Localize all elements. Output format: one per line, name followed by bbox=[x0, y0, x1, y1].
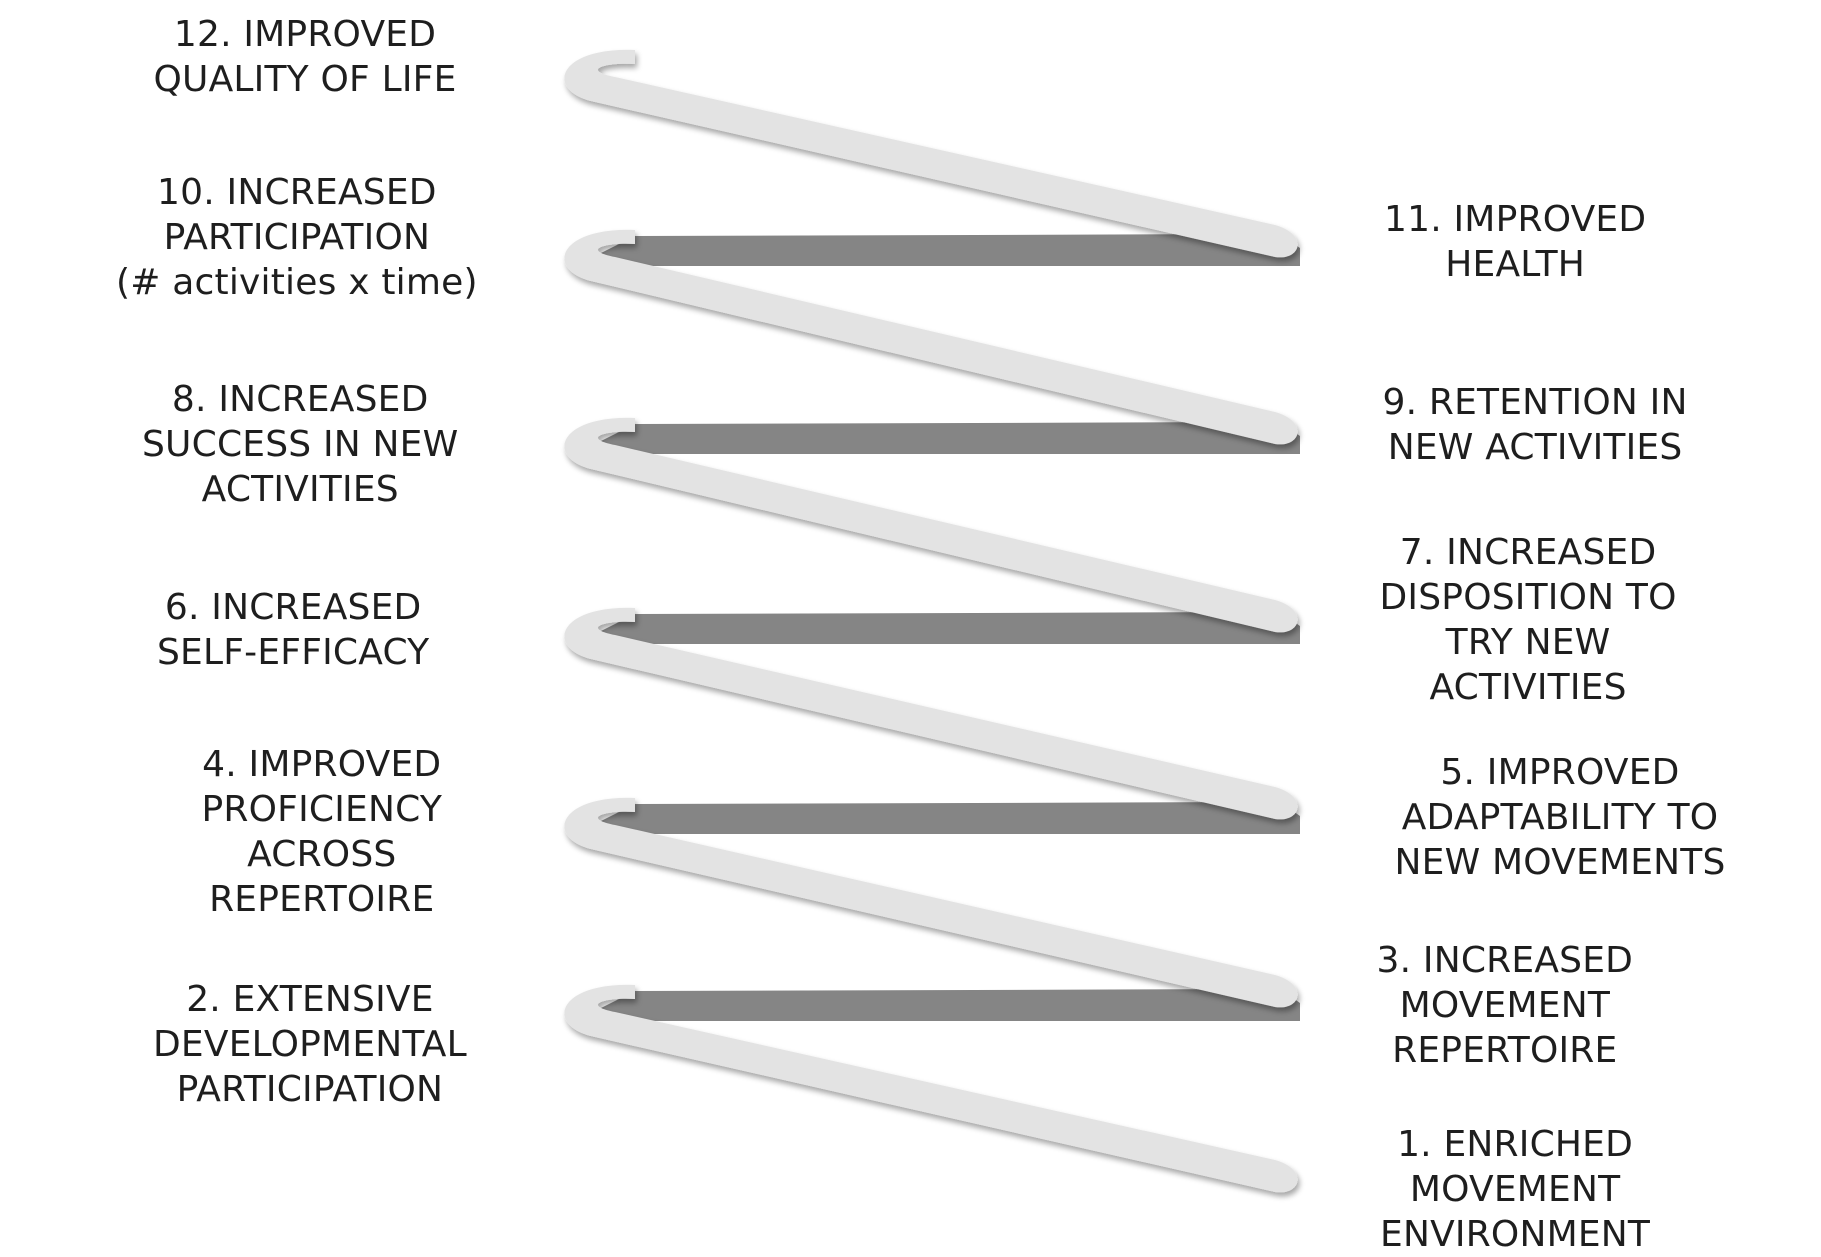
label-line: ADAPTABILITY TO bbox=[1401, 797, 1719, 838]
label-line: DISPOSITION TO bbox=[1379, 577, 1677, 618]
label-line: PARTICIPATION bbox=[163, 217, 431, 258]
label-line: MOVEMENT bbox=[1409, 1169, 1621, 1210]
label-line: HEALTH bbox=[1445, 244, 1586, 285]
label-line: REPERTOIRE bbox=[1392, 1030, 1618, 1071]
right-label-3: 7. INCREASED DISPOSITION TO TRY NEW ACTIVIT… bbox=[1380, 530, 1677, 710]
label-line: 3. INCREASED bbox=[1376, 940, 1634, 981]
right-label-4: 5. IMPROVED ADAPTABILITY TO NEW MOVEMENTS bbox=[1395, 750, 1726, 885]
label-line: ACTIVITIES bbox=[1429, 667, 1627, 708]
label-line: DEVELOPMENTAL bbox=[153, 1024, 467, 1065]
label-line: MOVEMENT bbox=[1399, 985, 1611, 1026]
diagonal-ribbon bbox=[564, 984, 1298, 1193]
diagonal-ribbon bbox=[564, 229, 1298, 445]
left-label-6: 2. EXTENSIVE DEVELOPMENTAL PARTICIPATION bbox=[153, 977, 467, 1112]
label-line: ENVIRONMENT bbox=[1380, 1214, 1651, 1255]
label-line: 8. INCREASED bbox=[171, 379, 429, 420]
label-line: 5. IMPROVED bbox=[1440, 752, 1680, 793]
label-line: 4. IMPROVED bbox=[202, 744, 442, 785]
label-line: SELF-EFFICACY bbox=[157, 632, 430, 673]
left-label-5: 4. IMPROVED PROFICIENCY ACROSS REPERTOIRE bbox=[202, 742, 443, 922]
label-line: (# activities x time) bbox=[116, 262, 478, 303]
label-line: ACROSS bbox=[247, 834, 397, 875]
back-band bbox=[575, 802, 1300, 834]
label-line: 10. INCREASED bbox=[157, 172, 437, 213]
label-line: 12. IMPROVED bbox=[173, 14, 437, 55]
front-ribbon-layer bbox=[564, 49, 1298, 1193]
label-line: 9. RETENTION IN bbox=[1382, 382, 1688, 423]
diagonal-ribbon bbox=[564, 797, 1298, 1008]
left-label-4: 6. INCREASED SELF-EFFICACY bbox=[157, 585, 429, 675]
label-line: 11. IMPROVED bbox=[1384, 199, 1647, 240]
back-band bbox=[575, 989, 1300, 1021]
left-label-2: 10. INCREASED PARTICIPATION (# activities … bbox=[116, 170, 478, 305]
diagonal-ribbon bbox=[564, 607, 1298, 820]
left-label-3: 8. INCREASED SUCCESS IN NEW ACTIVITIES bbox=[142, 377, 458, 512]
label-line: PROFICIENCY bbox=[201, 789, 443, 830]
label-line: 1. ENRICHED bbox=[1397, 1124, 1634, 1165]
label-line: SUCCESS IN NEW bbox=[142, 424, 459, 465]
label-line: 6. INCREASED bbox=[164, 587, 422, 628]
label-line: REPERTOIRE bbox=[209, 879, 435, 920]
label-line: 2. EXTENSIVE bbox=[186, 979, 434, 1020]
diagonal-ribbon bbox=[564, 417, 1298, 633]
right-label-6: 1. ENRICHED MOVEMENT ENVIRONMENT bbox=[1380, 1122, 1650, 1257]
label-line: NEW MOVEMENTS bbox=[1394, 842, 1726, 883]
back-band bbox=[575, 612, 1300, 644]
diagonal-ribbon bbox=[564, 49, 1298, 258]
right-label-2: 9. RETENTION IN NEW ACTIVITIES bbox=[1383, 380, 1688, 470]
label-line: TRY NEW bbox=[1445, 622, 1611, 663]
label-line: NEW ACTIVITIES bbox=[1387, 427, 1683, 468]
left-label-1: 12. IMPROVED QUALITY OF LIFE bbox=[154, 12, 457, 102]
right-label-5: 3. INCREASED MOVEMENT REPERTOIRE bbox=[1377, 938, 1634, 1073]
label-line: 7. INCREASED bbox=[1399, 532, 1657, 573]
right-label-1: 11. IMPROVED HEALTH bbox=[1384, 197, 1646, 287]
back-ribbon-layer bbox=[575, 234, 1300, 1021]
label-line: PARTICIPATION bbox=[176, 1069, 444, 1110]
back-band bbox=[575, 234, 1300, 266]
label-line: QUALITY OF LIFE bbox=[153, 59, 457, 100]
label-line: ACTIVITIES bbox=[201, 469, 399, 510]
back-band bbox=[575, 422, 1300, 454]
